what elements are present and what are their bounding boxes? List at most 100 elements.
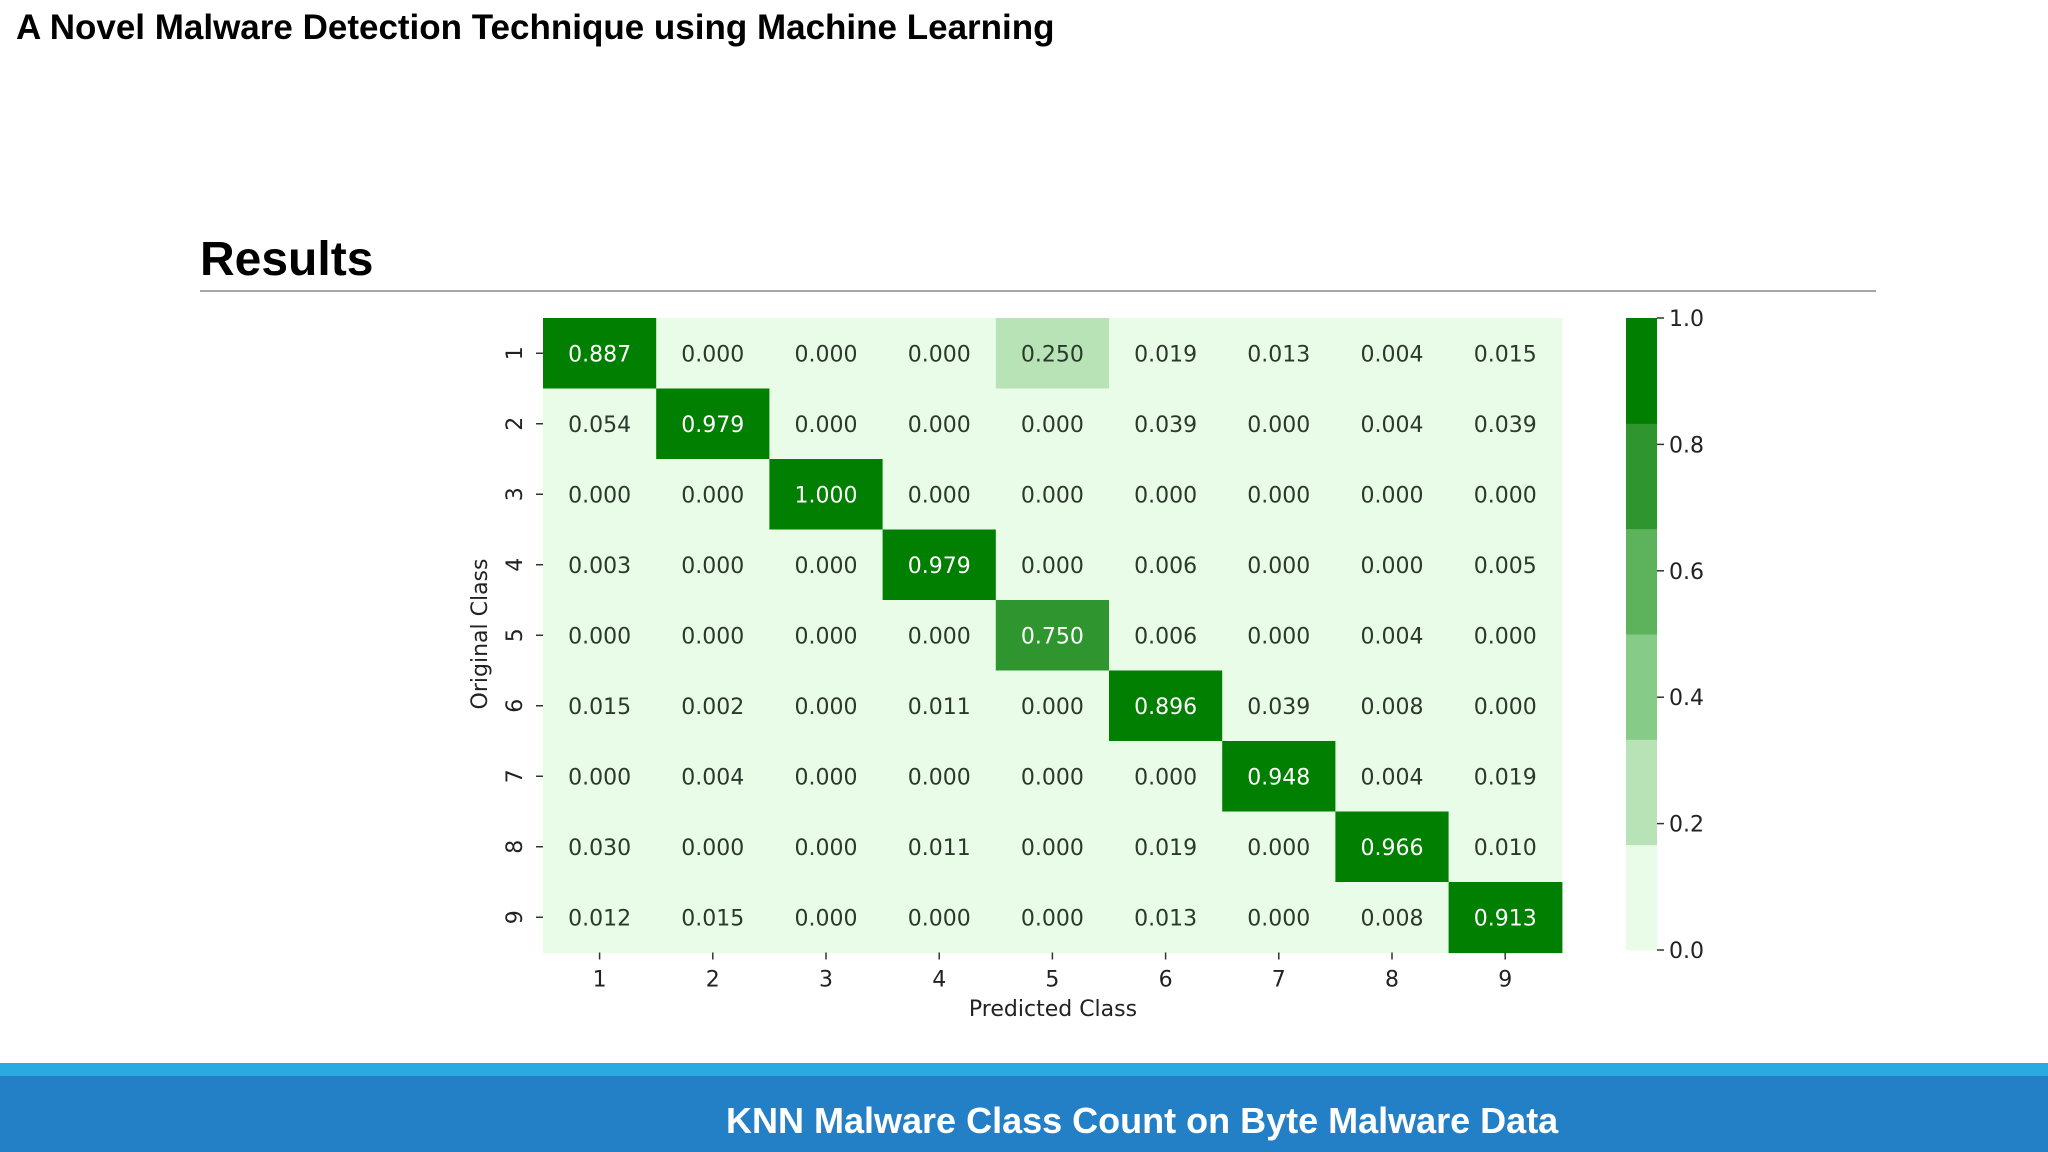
cell-value-label: 0.008 xyxy=(1361,906,1424,931)
heatmap-cell xyxy=(882,388,997,460)
x-tick-label: 5 xyxy=(1045,968,1059,993)
x-tick-label: 2 xyxy=(706,968,720,993)
cell-value-label: 0.006 xyxy=(1134,554,1197,579)
colorbar-segment xyxy=(1626,844,1657,951)
heatmap-cell xyxy=(1448,600,1563,672)
cell-value-label: 0.000 xyxy=(1021,413,1084,438)
heatmap-cell xyxy=(769,388,884,460)
cell-value-label: 0.000 xyxy=(568,483,631,508)
cell-value-label: 0.000 xyxy=(568,624,631,649)
y-tick-label: 7 xyxy=(503,769,528,783)
colorbar-tick-label: 0.0 xyxy=(1669,939,1704,964)
cell-value-label: 1.000 xyxy=(795,483,858,508)
heatmap-cell xyxy=(543,741,657,813)
heatmap-cell xyxy=(882,600,997,672)
colorbar-segment xyxy=(1626,528,1657,635)
heatmap-cell xyxy=(1335,388,1450,460)
heatmap-cell xyxy=(543,529,657,601)
cell-value-label: 0.000 xyxy=(681,483,744,508)
heatmap-cell xyxy=(769,459,884,531)
heatmap-cell xyxy=(882,741,997,813)
heatmap-cell xyxy=(1448,811,1563,883)
cell-value-label: 0.000 xyxy=(1021,554,1084,579)
heatmap-cell xyxy=(1109,741,1223,813)
heatmap-cell xyxy=(1448,529,1563,601)
heatmap-cell xyxy=(995,529,1110,601)
heatmap-cell xyxy=(656,388,770,460)
section-divider xyxy=(200,290,1876,292)
cell-value-label: 0.000 xyxy=(1247,483,1310,508)
heatmap-cell xyxy=(543,600,657,672)
heatmap-cell xyxy=(1335,811,1450,883)
cell-value-label: 0.000 xyxy=(908,624,971,649)
heatmap-cell xyxy=(1335,529,1450,601)
cell-value-label: 0.000 xyxy=(1021,483,1084,508)
document-title: A Novel Malware Detection Technique usin… xyxy=(16,8,1055,47)
heatmap-cell xyxy=(1222,670,1336,742)
cell-value-label: 0.000 xyxy=(1247,836,1310,861)
heatmap-cell xyxy=(1222,318,1336,390)
cell-value-label: 0.000 xyxy=(1474,624,1537,649)
heatmap-cell xyxy=(995,882,1110,954)
cell-value-label: 0.000 xyxy=(1021,906,1084,931)
heatmap-cell xyxy=(769,741,884,813)
heatmap-cell xyxy=(1109,670,1223,742)
heatmap-cell xyxy=(1448,318,1563,390)
heatmap-cell xyxy=(995,459,1110,531)
heatmap-cell xyxy=(1448,741,1563,813)
heatmap-cell-labels: 0.887 0.000 0.000 0.000 0.250 0.019 0.013 0.004… xyxy=(568,342,1537,931)
heatmap-cell xyxy=(1222,529,1336,601)
cell-value-label: 0.000 xyxy=(1474,483,1537,508)
heatmap-cell xyxy=(882,882,997,954)
cell-value-label: 0.000 xyxy=(1021,836,1084,861)
x-tick-label: 1 xyxy=(593,968,607,993)
heatmap-cell xyxy=(656,600,770,672)
colorbar-tick-label: 0.2 xyxy=(1669,813,1704,838)
cell-value-label: 0.003 xyxy=(568,554,631,579)
cell-value-label: 0.000 xyxy=(908,342,971,367)
y-tick-label: 5 xyxy=(503,628,528,642)
cell-value-label: 0.948 xyxy=(1247,765,1310,790)
cell-value-label: 0.000 xyxy=(681,836,744,861)
cell-value-label: 0.039 xyxy=(1474,413,1537,438)
heatmap-cell xyxy=(543,459,657,531)
heatmap-cell xyxy=(543,388,657,460)
heatmap-cell xyxy=(656,529,770,601)
confusion-matrix-chart: 0.887 0.000 0.000 0.000 0.250 0.019 0.013 0.004… xyxy=(468,307,1704,1022)
cell-value-label: 0.000 xyxy=(795,624,858,649)
cell-value-label: 0.000 xyxy=(795,906,858,931)
colorbar-segment xyxy=(1626,423,1657,530)
heatmap-cell xyxy=(1222,388,1336,460)
section-title: Results xyxy=(200,233,374,286)
heatmap-cell xyxy=(995,670,1110,742)
cell-value-label: 0.000 xyxy=(1134,483,1197,508)
cell-value-label: 0.011 xyxy=(908,695,971,720)
cell-value-label: 0.000 xyxy=(1361,554,1424,579)
heatmap-cell xyxy=(543,882,657,954)
heatmap-cell xyxy=(1109,882,1223,954)
cell-value-label: 0.000 xyxy=(908,765,971,790)
x-tick-label: 6 xyxy=(1159,968,1173,993)
heatmap-cell xyxy=(1448,388,1563,460)
cell-value-label: 0.966 xyxy=(1361,836,1424,861)
colorbar-tick-label: 1.0 xyxy=(1669,307,1704,332)
x-tick-label: 7 xyxy=(1272,968,1286,993)
heatmap-cell xyxy=(656,318,770,390)
cell-value-label: 0.002 xyxy=(681,695,744,720)
heatmap-cell xyxy=(1448,882,1563,954)
heatmap-cell xyxy=(995,741,1110,813)
cell-value-label: 0.015 xyxy=(568,695,631,720)
heatmap-cell xyxy=(1109,318,1223,390)
x-tick-label: 3 xyxy=(819,968,833,993)
y-tick-label: 6 xyxy=(503,699,528,713)
y-axis-ticks: 1 2 3 4 5 6 7 8 9 xyxy=(503,346,543,924)
cell-value-label: 0.019 xyxy=(1134,342,1197,367)
cell-value-label: 0.000 xyxy=(908,906,971,931)
heatmap-cell xyxy=(1335,741,1450,813)
cell-value-label: 0.000 xyxy=(1021,695,1084,720)
heatmap-cell xyxy=(769,318,884,390)
heatmap-cell xyxy=(656,882,770,954)
heatmap-cell xyxy=(1222,459,1336,531)
heatmap-cell xyxy=(1109,811,1223,883)
heatmap-cell xyxy=(1335,670,1450,742)
